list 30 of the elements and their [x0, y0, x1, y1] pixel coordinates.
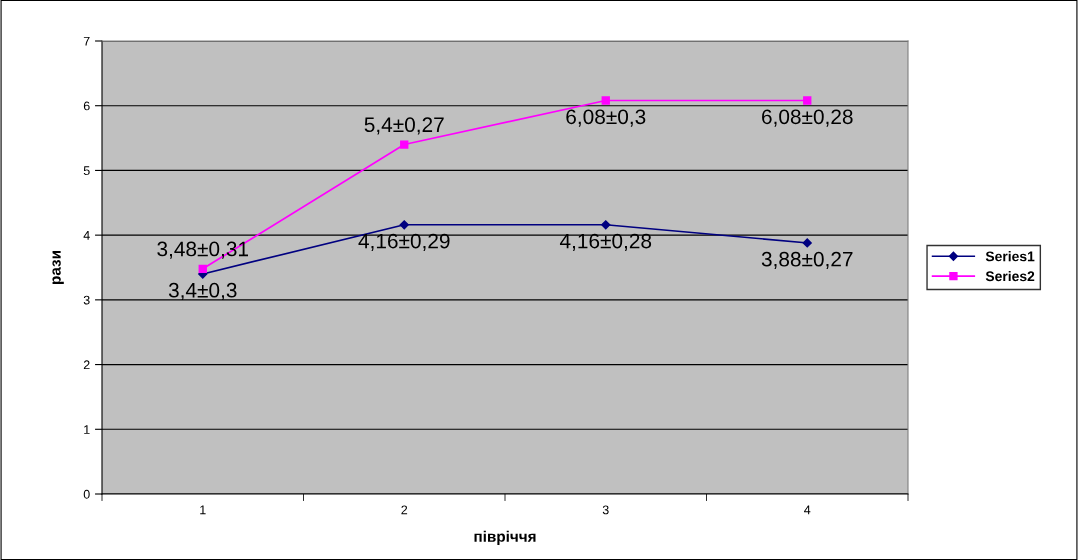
x-tick-label: 4	[804, 505, 811, 515]
point	[399, 220, 409, 230]
y-tick-label: 3	[83, 295, 90, 305]
point	[400, 140, 409, 149]
y-tick-label: 1	[84, 425, 90, 434]
x-tick-label: 3	[602, 505, 609, 515]
y-tick-label: 7	[83, 36, 90, 46]
x-tick-label: 1	[200, 505, 206, 515]
y-axis-title: рази	[52, 251, 64, 284]
data-label: 6,08±0,28	[762, 109, 853, 127]
point	[601, 220, 611, 230]
point	[198, 264, 207, 273]
y-tick-label: 4	[83, 231, 90, 240]
data-label: 4,16±0,29	[358, 233, 450, 251]
data-label: 5,4±0,27	[364, 117, 444, 135]
data-label: 6,08±0,3	[566, 109, 646, 127]
legend-label: Series1	[985, 251, 1035, 262]
y-tick-label: 2	[83, 360, 90, 370]
data-label: 4,16±0,28	[559, 233, 652, 251]
x-axis-title: півріччя	[474, 530, 536, 545]
y-tick-label: 0	[83, 489, 90, 499]
point	[601, 96, 610, 105]
point	[803, 96, 812, 105]
data-label: 3,88±0,27	[761, 251, 853, 270]
data-label: 3,4±0,3	[168, 282, 237, 301]
y-tick-label: 6	[83, 101, 90, 111]
legend-label: Series2	[985, 270, 1035, 282]
x-tick-label: 2	[401, 505, 408, 515]
point	[802, 238, 812, 248]
y-tick-label: 5	[83, 166, 90, 176]
